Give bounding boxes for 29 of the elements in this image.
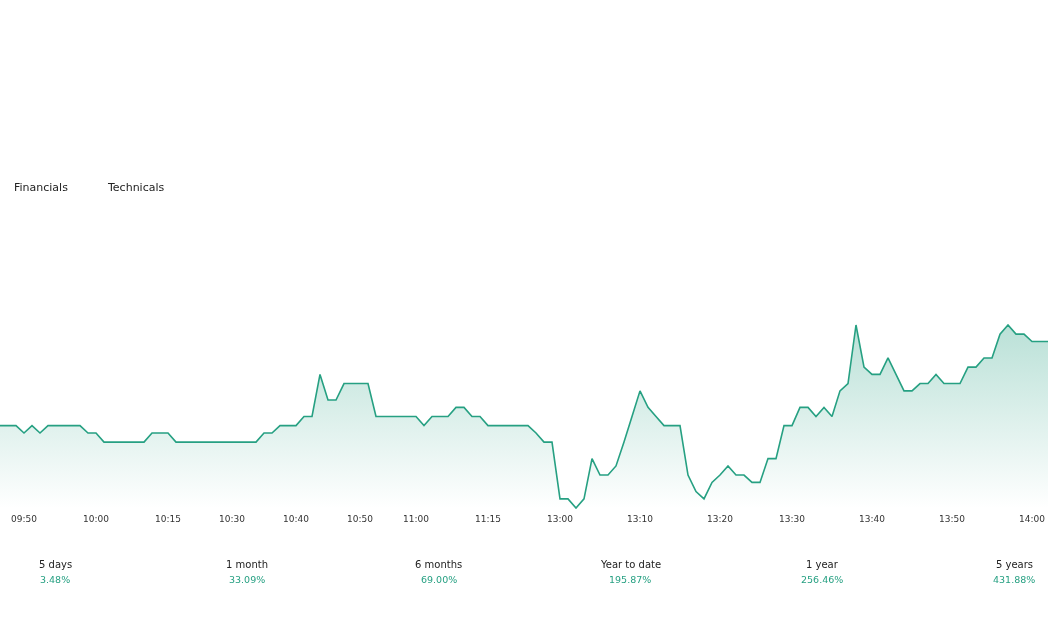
x-tick-label: 10:15 bbox=[155, 514, 181, 524]
x-tick-label: 13:40 bbox=[859, 514, 886, 524]
x-tick-label: 13:10 bbox=[627, 514, 654, 524]
x-tick-label: 10:30 bbox=[219, 514, 246, 524]
x-tick-label: 13:50 bbox=[939, 514, 966, 524]
text: Technicals bbox=[107, 181, 165, 194]
text: 1 year bbox=[806, 559, 839, 570]
x-tick-label: 09:50 bbox=[11, 514, 38, 524]
x-tick-label: 13:30 bbox=[779, 514, 806, 524]
text: 431.88% bbox=[993, 574, 1036, 585]
x-tick-label: 10:50 bbox=[347, 514, 374, 524]
text: 256.46% bbox=[801, 574, 844, 585]
text: Financials bbox=[14, 181, 69, 194]
x-tick-label: 10:00 bbox=[83, 514, 110, 524]
x-tick-label: 13:20 bbox=[707, 514, 734, 524]
text: 33.09% bbox=[229, 574, 266, 585]
text: 69.00% bbox=[421, 574, 458, 585]
text: 1 month bbox=[226, 559, 268, 570]
x-tick-label: 13:00 bbox=[547, 514, 574, 524]
x-tick-label: 11:15 bbox=[475, 514, 501, 524]
text: 5 days bbox=[39, 559, 73, 570]
text: 6 months bbox=[415, 559, 463, 570]
x-tick-label: 10:40 bbox=[283, 514, 310, 524]
text: 3.48% bbox=[40, 574, 71, 585]
x-tick-label: 14:00 bbox=[1019, 514, 1046, 524]
text: 195.87% bbox=[609, 574, 652, 585]
x-tick-label: 11:00 bbox=[403, 514, 430, 524]
text: Year to date bbox=[600, 559, 662, 570]
text: 5 years bbox=[996, 559, 1034, 570]
